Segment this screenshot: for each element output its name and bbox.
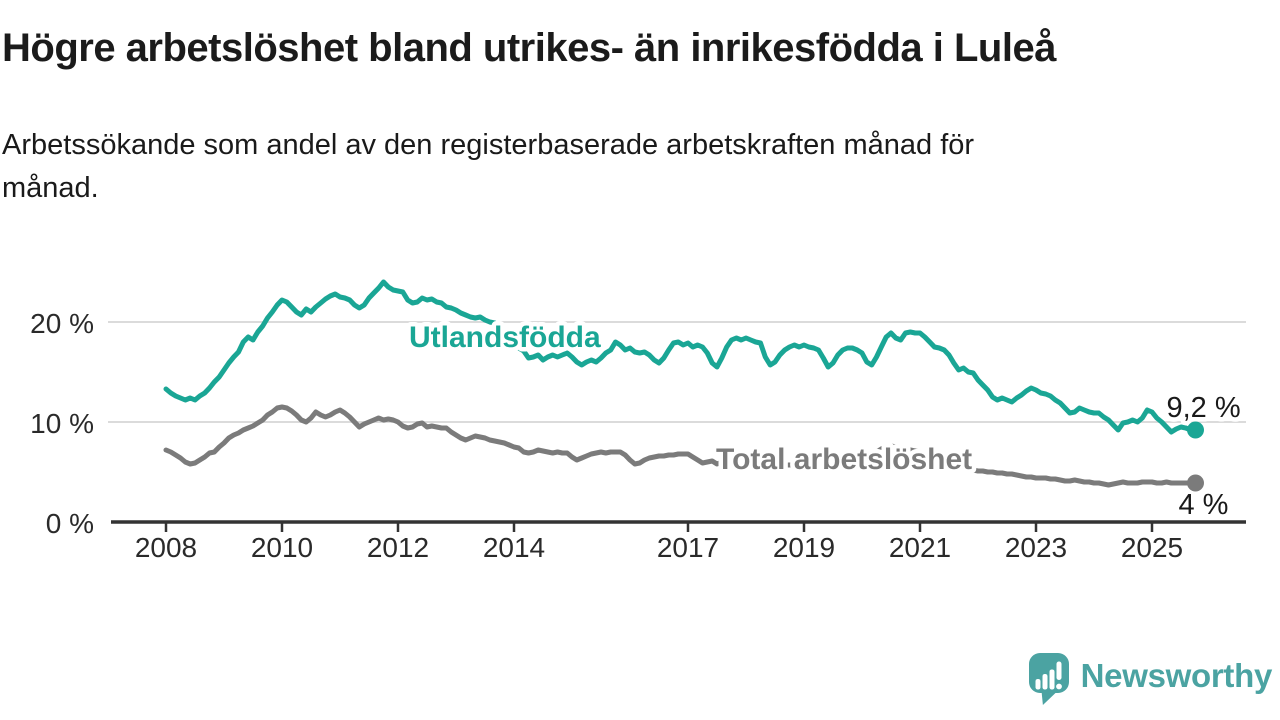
chart-subtitle: Arbetssökande som andel av den registerb… xyxy=(2,124,1222,210)
page-title: Högre arbetslöshet bland utrikes- än inr… xyxy=(2,26,1056,70)
x-tick-label: 2012 xyxy=(367,532,429,563)
end-value-label-total: 4 % xyxy=(1179,489,1229,521)
newsworthy-wordmark: Newsworthy xyxy=(1080,657,1273,694)
x-tick-label: 2010 xyxy=(251,532,313,563)
x-tick-label: 2019 xyxy=(773,532,835,563)
newsworthy-bubble-chart-icon xyxy=(1028,653,1069,705)
y-tick-label: 20 % xyxy=(30,308,94,339)
series-lines xyxy=(163,279,1198,488)
unemployment-line-chart: 0 % 10 % 20 % 2008 2010 2012 2014 2017 2019 2021 2… xyxy=(30,279,1246,563)
x-tick-label: 2017 xyxy=(657,532,719,563)
subtitle-line-1: Arbetssökande som andel av den registerb… xyxy=(2,129,975,161)
subtitle-line-2: månad. xyxy=(2,172,99,204)
x-tick-label: 2008 xyxy=(135,532,197,563)
x-tick-label: 2023 xyxy=(1005,532,1067,563)
series-line-total xyxy=(163,404,1198,488)
newsworthy-logo: Newsworthy xyxy=(1022,645,1272,707)
series-label-utlandsfodda: Utlandsfödda xyxy=(409,321,601,354)
x-tick-label: 2025 xyxy=(1121,532,1183,563)
y-tick-label: 10 % xyxy=(30,408,94,439)
series-label-total: Total arbetslöshet xyxy=(716,443,972,476)
x-tick-label: 2014 xyxy=(483,532,545,563)
end-dot-utlandsfodda xyxy=(1187,421,1204,439)
x-axis: 0 % 10 % 20 % 2008 2010 2012 2014 2017 2019 2021 2… xyxy=(30,308,1246,563)
end-dots xyxy=(1187,421,1204,492)
gridlines xyxy=(108,321,1246,423)
x-tick-label: 2021 xyxy=(889,532,951,563)
end-dot-total xyxy=(1187,474,1204,492)
end-value-label-utlandsfodda: 9,2 % xyxy=(1167,392,1241,424)
y-tick-label: 0 % xyxy=(46,508,94,539)
chart-labels: Utlandsfödda Total arbetslöshet 9,2 % 4 % xyxy=(405,317,1246,526)
series-line-utlandsfodda xyxy=(163,279,1198,435)
